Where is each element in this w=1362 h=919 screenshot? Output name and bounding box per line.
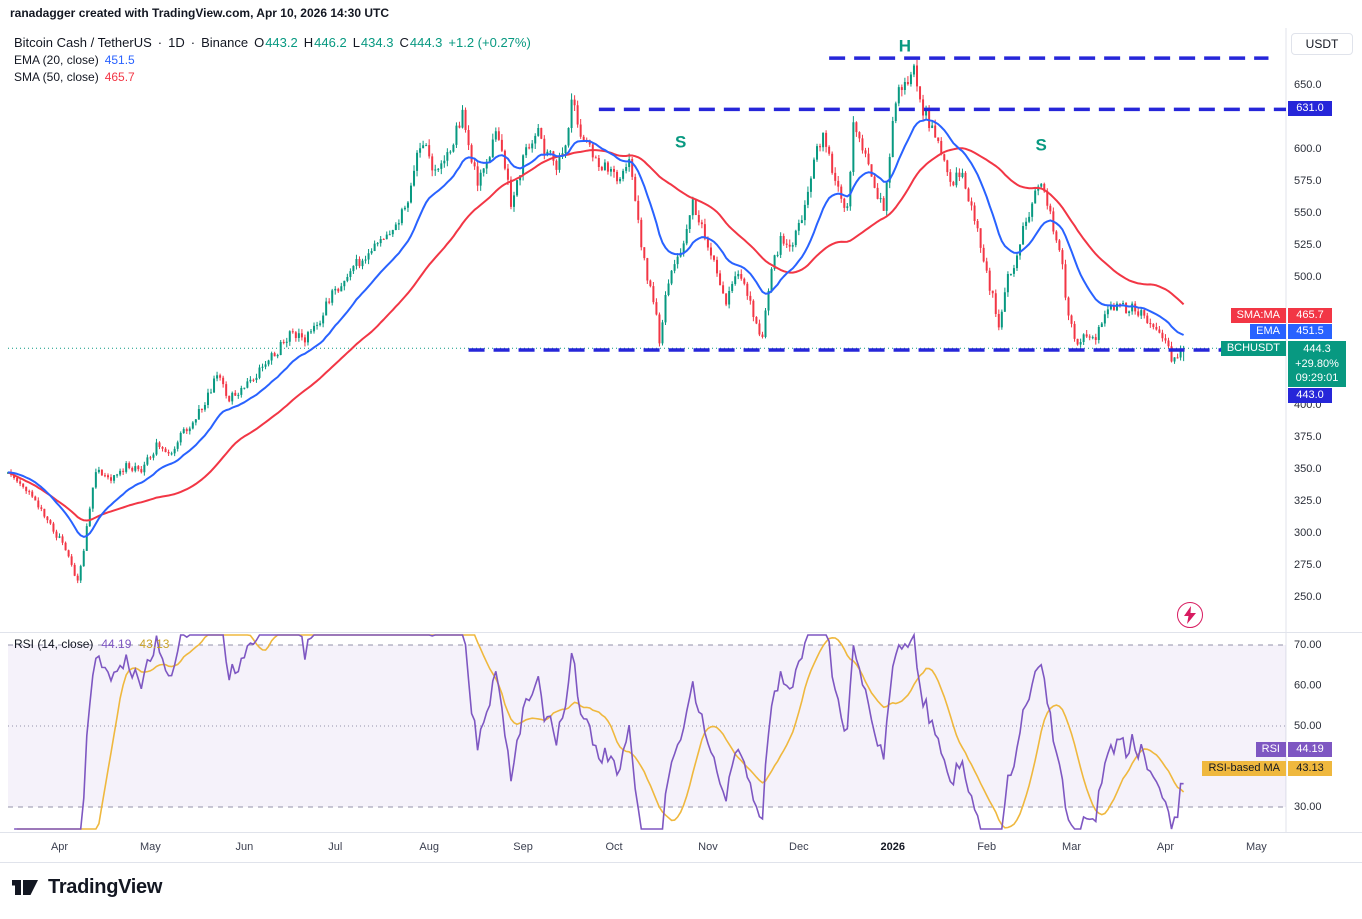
price-tick-label: 575.0 bbox=[1294, 175, 1322, 187]
change-label: +1.2 (+0.27%) bbox=[448, 35, 531, 50]
rsi-tick-label: 60.00 bbox=[1294, 679, 1322, 691]
price-axis-unit[interactable]: USDT bbox=[1291, 33, 1353, 55]
rsi-ma-badge-tag: RSI-based MA bbox=[1202, 761, 1286, 776]
time-tick-label[interactable]: Nov bbox=[698, 841, 718, 853]
time-tick-label[interactable]: Oct bbox=[605, 841, 622, 853]
up-candle-bodies bbox=[7, 65, 1185, 581]
rsi-tick-label: 50.00 bbox=[1294, 720, 1322, 732]
rsi-badge-value: 44.19 bbox=[1288, 742, 1332, 757]
time-tick-label[interactable]: Mar bbox=[1062, 841, 1081, 853]
ohlc-close: C444.3 bbox=[399, 35, 443, 50]
ema-badge-value: 451.5 bbox=[1288, 324, 1332, 339]
tradingview-logo-text: TradingView bbox=[48, 875, 163, 898]
symbol-last-price: 444.3 bbox=[1303, 343, 1331, 355]
rsi-tick-label: 30.00 bbox=[1294, 801, 1322, 813]
symbol-change-percent: +29.80% bbox=[1295, 357, 1339, 370]
price-tick-label: 550.0 bbox=[1294, 207, 1322, 219]
up-candle-wicks bbox=[7, 63, 1185, 583]
time-tick-label[interactable]: Jul bbox=[328, 841, 342, 853]
ema-legend-row[interactable]: EMA (20, close) 451.5 bbox=[14, 51, 531, 68]
price-tick-label: 500.0 bbox=[1294, 271, 1322, 283]
rsi-value: 44.19 bbox=[101, 637, 132, 651]
legend-separator: · bbox=[190, 35, 196, 50]
interval-label[interactable]: 1D bbox=[168, 35, 185, 50]
credit-text: ranadagger created with TradingView.com,… bbox=[10, 6, 390, 20]
price-tick-label: 250.0 bbox=[1294, 591, 1322, 603]
ohlc-high: H446.2 bbox=[303, 35, 347, 50]
exchange-label: Binance bbox=[201, 35, 249, 50]
level-443-badge: 443.0 bbox=[1288, 388, 1332, 403]
price-tick-label: 300.0 bbox=[1294, 527, 1322, 539]
price-tick-label: 525.0 bbox=[1294, 239, 1322, 251]
symbol-badge-tag: BCHUSDT bbox=[1220, 341, 1286, 356]
sma-value: 465.7 bbox=[104, 69, 135, 84]
sma-line[interactable] bbox=[7, 147, 1185, 522]
rsi-line[interactable] bbox=[14, 632, 1184, 830]
time-tick-label[interactable]: May bbox=[1246, 841, 1267, 853]
price-tick-label: 275.0 bbox=[1294, 559, 1322, 571]
time-tick-label[interactable]: May bbox=[140, 841, 161, 853]
legend-separator: · bbox=[157, 35, 163, 50]
time-axis[interactable]: Apr May Jun Jul Aug Sep Oct Nov Dec 2026 Feb Mar Apr… bbox=[51, 841, 1267, 853]
rsi-legend-row[interactable]: RSI (14, close) 44.19 43.13 bbox=[14, 636, 169, 652]
price-axis[interactable]: 650.0600.0575.0550.0525.0500.0400.0375.0… bbox=[1294, 79, 1322, 603]
rsi-axis[interactable]: 70.00 60.00 50.00 30.00 bbox=[1294, 639, 1322, 813]
price-tick-label: 600.0 bbox=[1294, 143, 1322, 155]
rsi-ma-value: 43.13 bbox=[139, 637, 170, 651]
pattern-label-S[interactable]: S bbox=[1036, 135, 1047, 154]
sma-label: SMA (50, close) bbox=[14, 69, 99, 84]
sma-legend-row[interactable]: SMA (50, close) 465.7 bbox=[14, 68, 531, 85]
ohlc-open: O443.2 bbox=[254, 35, 298, 50]
price-tick-label: 375.0 bbox=[1294, 431, 1322, 443]
rsi-label: RSI (14, close) bbox=[14, 637, 94, 651]
ema-value: 451.5 bbox=[104, 52, 135, 67]
time-tick-label[interactable]: Dec bbox=[789, 841, 809, 853]
time-tick-label[interactable]: Sep bbox=[513, 841, 533, 853]
price-tick-label: 650.0 bbox=[1294, 79, 1322, 91]
sma-badge-tag: SMA:MA bbox=[1230, 308, 1286, 323]
rsi-badge-tag: RSI bbox=[1255, 742, 1286, 757]
tradingview-logo-mark bbox=[12, 880, 38, 895]
time-tick-label[interactable]: Apr bbox=[51, 841, 68, 853]
rsi-band bbox=[8, 645, 1286, 807]
symbol-legend-row[interactable]: Bitcoin Cash / TetherUS · 1D · Binance O… bbox=[14, 34, 531, 51]
price-tick-label: 325.0 bbox=[1294, 495, 1322, 507]
rsi-ma-badge-value: 43.13 bbox=[1288, 761, 1332, 776]
ema-badge-tag: EMA bbox=[1250, 324, 1286, 339]
lightning-bolt-icon bbox=[1184, 606, 1196, 624]
pattern-flash-icon[interactable] bbox=[1177, 602, 1203, 628]
level-631-badge: 631.0 bbox=[1288, 101, 1332, 116]
pattern-label-S[interactable]: S bbox=[675, 133, 686, 152]
tradingview-logo[interactable]: TradingView bbox=[10, 874, 162, 900]
time-tick-label[interactable]: Feb bbox=[977, 841, 996, 853]
rsi-tick-label: 70.00 bbox=[1294, 639, 1322, 651]
pattern-label-H[interactable]: H bbox=[899, 37, 911, 56]
symbol-price-badge: 444.3 +29.80% 09:29:01 bbox=[1288, 341, 1346, 387]
price-tick-label: 350.0 bbox=[1294, 463, 1322, 475]
time-tick-label[interactable]: Apr bbox=[1157, 841, 1174, 853]
time-tick-label[interactable]: Aug bbox=[419, 841, 439, 853]
bar-close-countdown: 09:29:01 bbox=[1295, 372, 1339, 384]
ema-label: EMA (20, close) bbox=[14, 52, 99, 67]
ohlc-low: L434.3 bbox=[352, 35, 394, 50]
symbol-title[interactable]: Bitcoin Cash / TetherUS bbox=[14, 35, 152, 50]
chart-legend: Bitcoin Cash / TetherUS · 1D · Binance O… bbox=[14, 34, 531, 85]
time-tick-label[interactable]: 2026 bbox=[881, 841, 905, 853]
time-tick-label[interactable]: Jun bbox=[235, 841, 253, 853]
ema-line[interactable] bbox=[7, 118, 1185, 538]
sma-badge-value: 465.7 bbox=[1288, 308, 1332, 323]
